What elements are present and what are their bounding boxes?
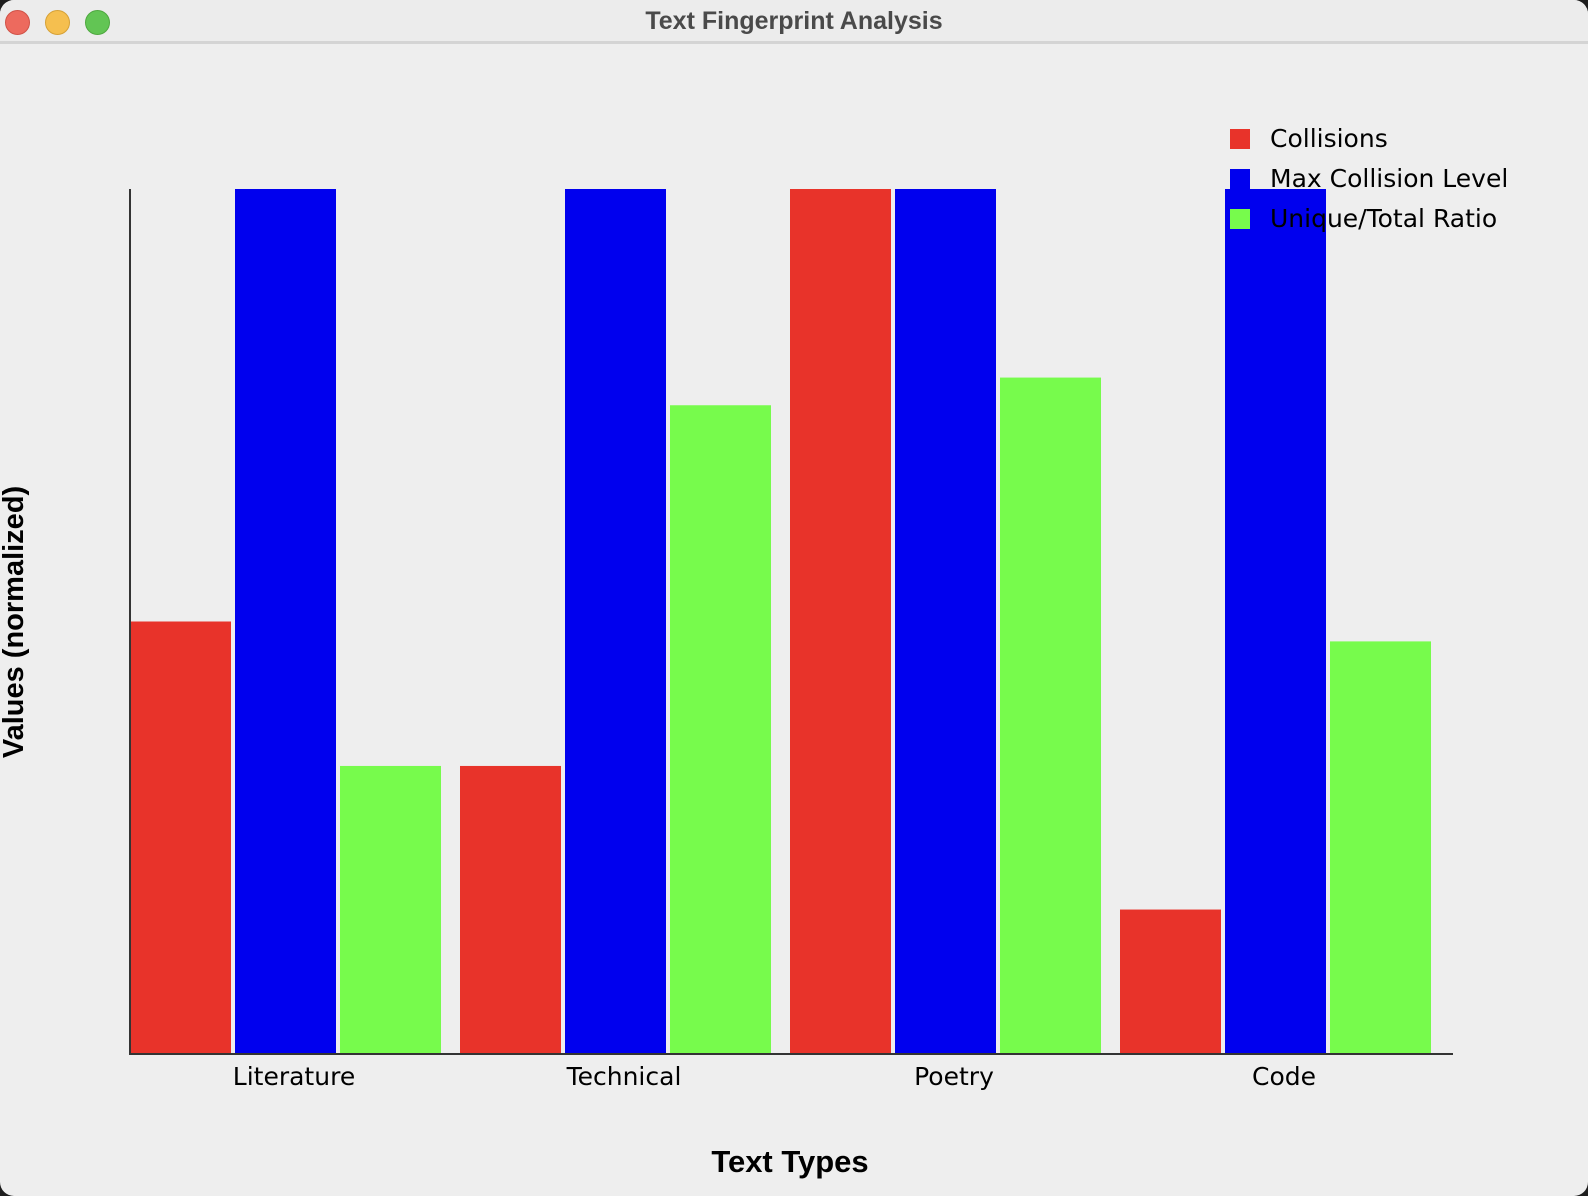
bar-technical-collisions xyxy=(460,765,561,1054)
bar-poetry-unique-total-ratio xyxy=(1000,377,1101,1054)
bar-technical-unique-total-ratio xyxy=(670,405,771,1054)
legend-label: Collisions xyxy=(1270,124,1388,153)
chart-panel: Literature Technical Poetry Code Values (no… xyxy=(0,47,1588,1196)
bar-literature-collisions xyxy=(130,621,231,1054)
bar-code-unique-total-ratio xyxy=(1330,641,1431,1054)
bar-chart: Literature Technical Poetry Code Values (no… xyxy=(0,124,1508,1179)
legend-label: Unique/Total Ratio xyxy=(1270,204,1497,233)
x-tick-labels: Literature Technical Poetry Code xyxy=(233,1062,1316,1091)
bar-technical-max-collision-level xyxy=(565,189,666,1054)
x-tick-label: Poetry xyxy=(914,1062,994,1091)
legend-swatch xyxy=(1230,209,1250,229)
legend-swatch xyxy=(1230,129,1250,149)
y-axis-label: Values (normalized) xyxy=(0,486,30,758)
legend-label: Max Collision Level xyxy=(1270,164,1508,193)
x-tick-label: Code xyxy=(1252,1062,1316,1091)
bar-literature-max-collision-level xyxy=(235,189,336,1054)
x-tick-label: Literature xyxy=(233,1062,355,1091)
bars-layer xyxy=(130,189,1431,1054)
minimize-window-button[interactable] xyxy=(45,10,70,35)
zoom-window-button[interactable] xyxy=(85,10,110,35)
close-window-button[interactable] xyxy=(5,10,30,35)
bar-literature-unique-total-ratio xyxy=(340,765,441,1054)
x-axis-label: Text Types xyxy=(711,1144,868,1179)
bar-code-collisions xyxy=(1120,909,1221,1054)
x-tick-label: Technical xyxy=(566,1062,682,1091)
bar-poetry-collisions xyxy=(790,189,891,1054)
bar-poetry-max-collision-level xyxy=(895,189,996,1054)
window-title: Text Fingerprint Analysis xyxy=(645,7,943,35)
bar-code-max-collision-level xyxy=(1225,189,1326,1054)
legend-swatch xyxy=(1230,169,1250,189)
title-bar: Text Fingerprint Analysis xyxy=(0,0,1588,44)
legend: Collisions Max Collision Level Unique/Tota… xyxy=(1230,124,1508,233)
